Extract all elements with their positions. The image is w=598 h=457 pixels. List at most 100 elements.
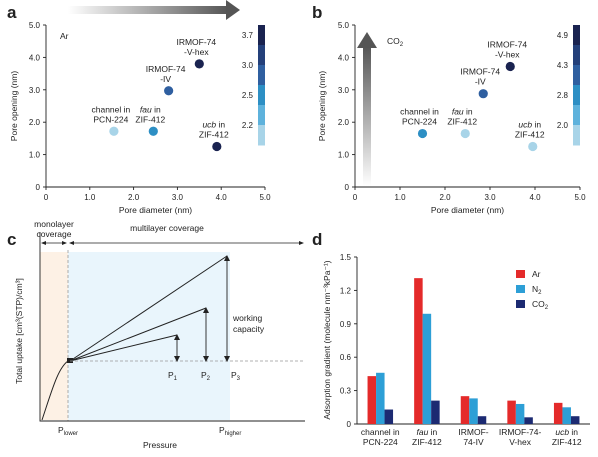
scatter-point [194, 59, 204, 69]
x-tick-label: 5.0 [259, 193, 271, 202]
panel-c-isotherm: monolayer coverage multilayer coverage w… [14, 219, 305, 450]
colorbar-tick-label: 2.5 [242, 91, 254, 100]
monolayer-region [40, 252, 68, 420]
point-label-line1: ucb in [518, 120, 541, 130]
x-tick-label: 2.0 [128, 193, 140, 202]
co2-arrow-label: CO2 [387, 36, 404, 48]
colorbar-tick-label: 4.3 [557, 61, 569, 70]
colorbar-segment [573, 125, 580, 146]
bar [524, 417, 533, 424]
panel-c-axes [39, 232, 305, 422]
bar [384, 409, 394, 424]
y-tick-label: 0.3 [340, 387, 352, 396]
panel-d-y-axis-title: Adsorption gradient (molecule nm⁻³kPa⁻¹) [322, 260, 332, 419]
monolayer-arrow-left-head [41, 241, 46, 245]
co2-arrow-shaft [363, 46, 371, 186]
monolayer-arrow-right-head [62, 241, 67, 245]
y-tick-label: 0 [347, 420, 352, 429]
isotherm-line-3 [69, 255, 228, 362]
colorbar-segment [573, 85, 580, 106]
scatter-point [109, 126, 119, 136]
point-label-line1: IRMOF-74 [460, 67, 500, 77]
isotherm-line-1 [69, 334, 178, 362]
y-tick-label: 4.0 [29, 53, 41, 62]
pressure-label-p2: P2 [201, 370, 211, 382]
y-tick-label: 2.0 [29, 118, 41, 127]
colorbar-segment [258, 45, 265, 66]
co2-arrow-head [357, 32, 377, 48]
colorbar-segment [258, 105, 265, 126]
y-tick-label: 3.0 [338, 86, 350, 95]
arrowhead-2-bottom [203, 356, 209, 362]
legend-label: CO2 [532, 299, 549, 311]
scatter-point [417, 128, 428, 139]
scatter-point [460, 128, 470, 139]
category-label-line2: PCN-224 [363, 437, 398, 447]
bar [507, 400, 516, 424]
monolayer-label-2: coverage [37, 229, 72, 239]
scatter-point [528, 141, 538, 152]
ar-arrow-shaft [68, 6, 228, 14]
bar [367, 376, 377, 424]
point-label-line2: ZIF-412 [135, 114, 165, 124]
x-tick-label: 1.0 [84, 193, 96, 202]
panel-b-x-axis-title: Pore diameter (nm) [431, 205, 504, 215]
bar [422, 313, 432, 424]
panel-label-d: d [312, 230, 322, 249]
y-tick-label: 1.5 [340, 253, 352, 262]
x-tick-label: 4.0 [216, 193, 228, 202]
panel-c-y-axis-title: Total uptake [cm³(STP)/cm³] [14, 278, 24, 384]
scatter-point [148, 126, 158, 136]
colorbar-segment [258, 25, 265, 46]
x-tick-label: 4.0 [529, 193, 541, 202]
point-label-line1: fau in [140, 104, 161, 114]
colorbar-tick-label: 3.7 [242, 31, 254, 40]
category-label-line2: ZIF-412 [412, 437, 442, 447]
panel-c-x-axis-title: Pressure [143, 440, 177, 450]
legend-label: Ar [532, 269, 541, 279]
multilayer-arrow-right-head [299, 241, 304, 245]
category-label-line2: 74-IV [463, 437, 484, 447]
point-label-line2: ZIF-412 [199, 130, 229, 140]
bar [570, 416, 580, 424]
panel-label-c: c [7, 230, 16, 249]
point-label-line1: IRMOF-74 [176, 37, 216, 47]
isotherm-line-2 [69, 307, 207, 362]
bar [460, 396, 470, 424]
p-lower-tick: Plower [58, 425, 78, 437]
point-label-line1: IRMOF-74 [146, 64, 186, 74]
y-tick-label: 4.0 [338, 53, 350, 62]
panel-b-colorbar: 4.9 4.3 2.8 2.0 [557, 25, 580, 146]
panel-a-scatter: 0 1.0 2.0 3.0 4.0 5.0 0 1.0 2.0 3.0 4.0 5.0 Pore d… [9, 0, 271, 215]
point-label-line2: ZIF-412 [515, 130, 545, 140]
y-tick-label: 0.6 [340, 353, 352, 362]
colorbar-tick-label: 3.0 [242, 61, 254, 70]
category-label-line1: IRMOF- [458, 427, 488, 437]
x-tick-label: 0 [44, 193, 49, 202]
category-label-line1: ucb in [555, 427, 578, 437]
ar-arrow-label: Ar [60, 31, 69, 41]
colorbar-segment [573, 45, 580, 66]
y-tick-label: 5.0 [338, 21, 350, 30]
pressure-label-p1: P1 [168, 370, 178, 382]
p-higher-tick: Phigher [219, 425, 241, 437]
x-tick-label: 5.0 [574, 193, 586, 202]
colorbar-tick-label: 4.9 [557, 31, 569, 40]
arrowhead-1-top [174, 334, 180, 340]
point-label-line2: ZIF-412 [447, 117, 477, 127]
panel-d-y-ticks: 0 0.3 0.6 0.9 1.2 1.5 [340, 253, 357, 429]
bar [376, 372, 385, 424]
x-tick-label: 3.0 [484, 193, 496, 202]
legend-swatch [516, 300, 525, 308]
panel-d-legend: Ar N2 CO2 [516, 269, 549, 311]
scatter-point [164, 86, 174, 96]
x-tick-label: 1.0 [394, 193, 406, 202]
scatter-point [478, 89, 488, 99]
lower-pressure-point [67, 358, 73, 363]
category-label-line1: IRMOF-74- [499, 427, 542, 437]
bar [515, 403, 525, 424]
